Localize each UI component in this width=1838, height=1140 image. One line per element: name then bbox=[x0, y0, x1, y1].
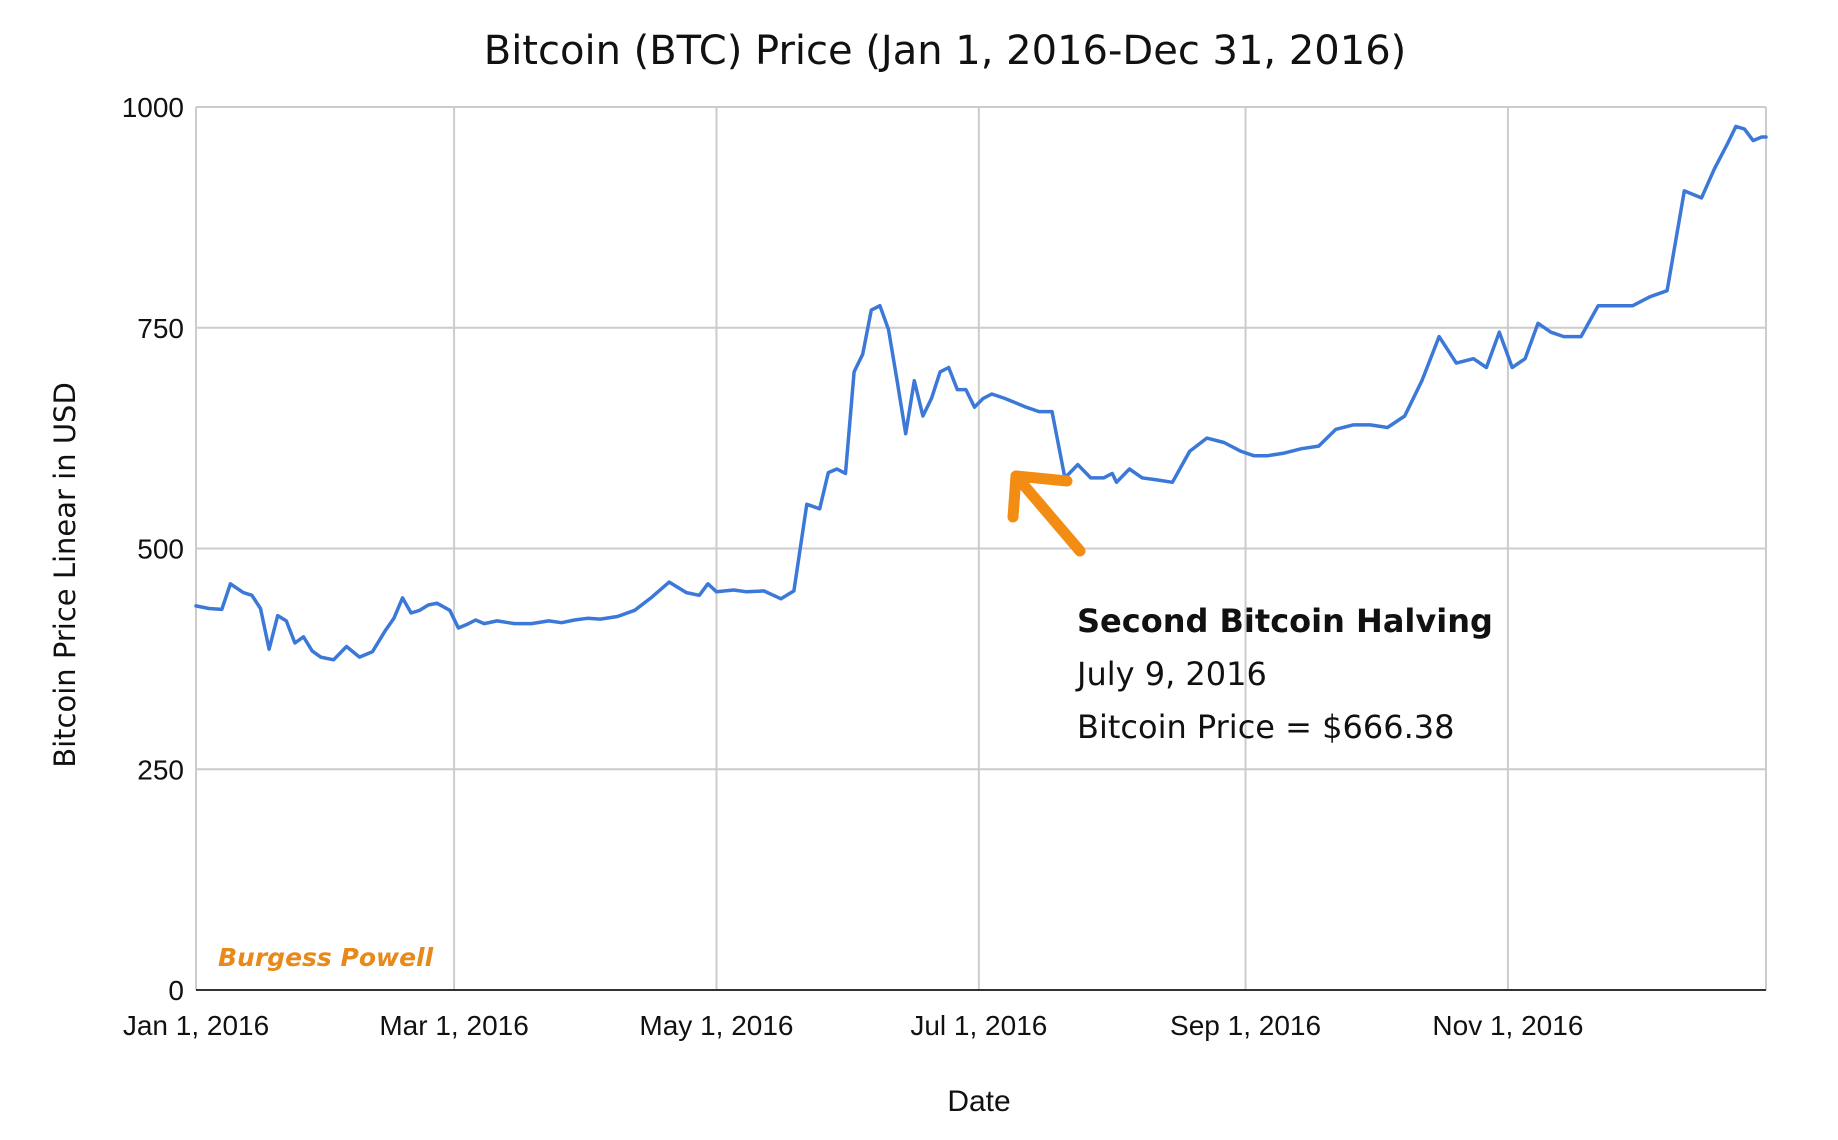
x-tick-labels: Jan 1, 2016 Mar 1, 2016 May 1, 2016 Jul 1, … bbox=[123, 1010, 1584, 1041]
y-tick-label: 500 bbox=[137, 534, 184, 565]
watermark: Burgess Powell bbox=[218, 943, 434, 972]
series-line-btc-price bbox=[194, 124, 1768, 662]
x-axis-label: Date bbox=[947, 1085, 1010, 1118]
chart-title: Bitcoin (BTC) Price (Jan 1, 2016-Dec 31,… bbox=[484, 28, 1407, 74]
annotation-price: Bitcoin Price = $666.38 bbox=[1077, 708, 1454, 746]
y-tick-label: 1000 bbox=[122, 92, 184, 123]
x-tick-label: Jan 1, 2016 bbox=[123, 1010, 269, 1041]
grid-lines bbox=[195, 106, 1767, 991]
y-tick-labels: 0 250 500 750 1000 bbox=[122, 92, 184, 1006]
x-tick-label: Mar 1, 2016 bbox=[379, 1010, 528, 1041]
annotation-date: July 9, 2016 bbox=[1075, 655, 1267, 693]
annotation-title: Second Bitcoin Halving bbox=[1077, 602, 1493, 640]
y-tick-label: 250 bbox=[137, 754, 184, 785]
y-axis-label: Bitcoin Price Linear in USD bbox=[48, 382, 82, 768]
annotation-arrow-icon bbox=[1007, 470, 1086, 557]
x-tick-label: May 1, 2016 bbox=[639, 1010, 793, 1041]
y-tick-label: 0 bbox=[168, 975, 184, 1006]
y-tick-label: 750 bbox=[137, 313, 184, 344]
x-tick-label: Jul 1, 2016 bbox=[910, 1010, 1047, 1041]
x-tick-label: Sep 1, 2016 bbox=[1170, 1010, 1321, 1041]
x-tick-label: Nov 1, 2016 bbox=[1432, 1010, 1583, 1041]
